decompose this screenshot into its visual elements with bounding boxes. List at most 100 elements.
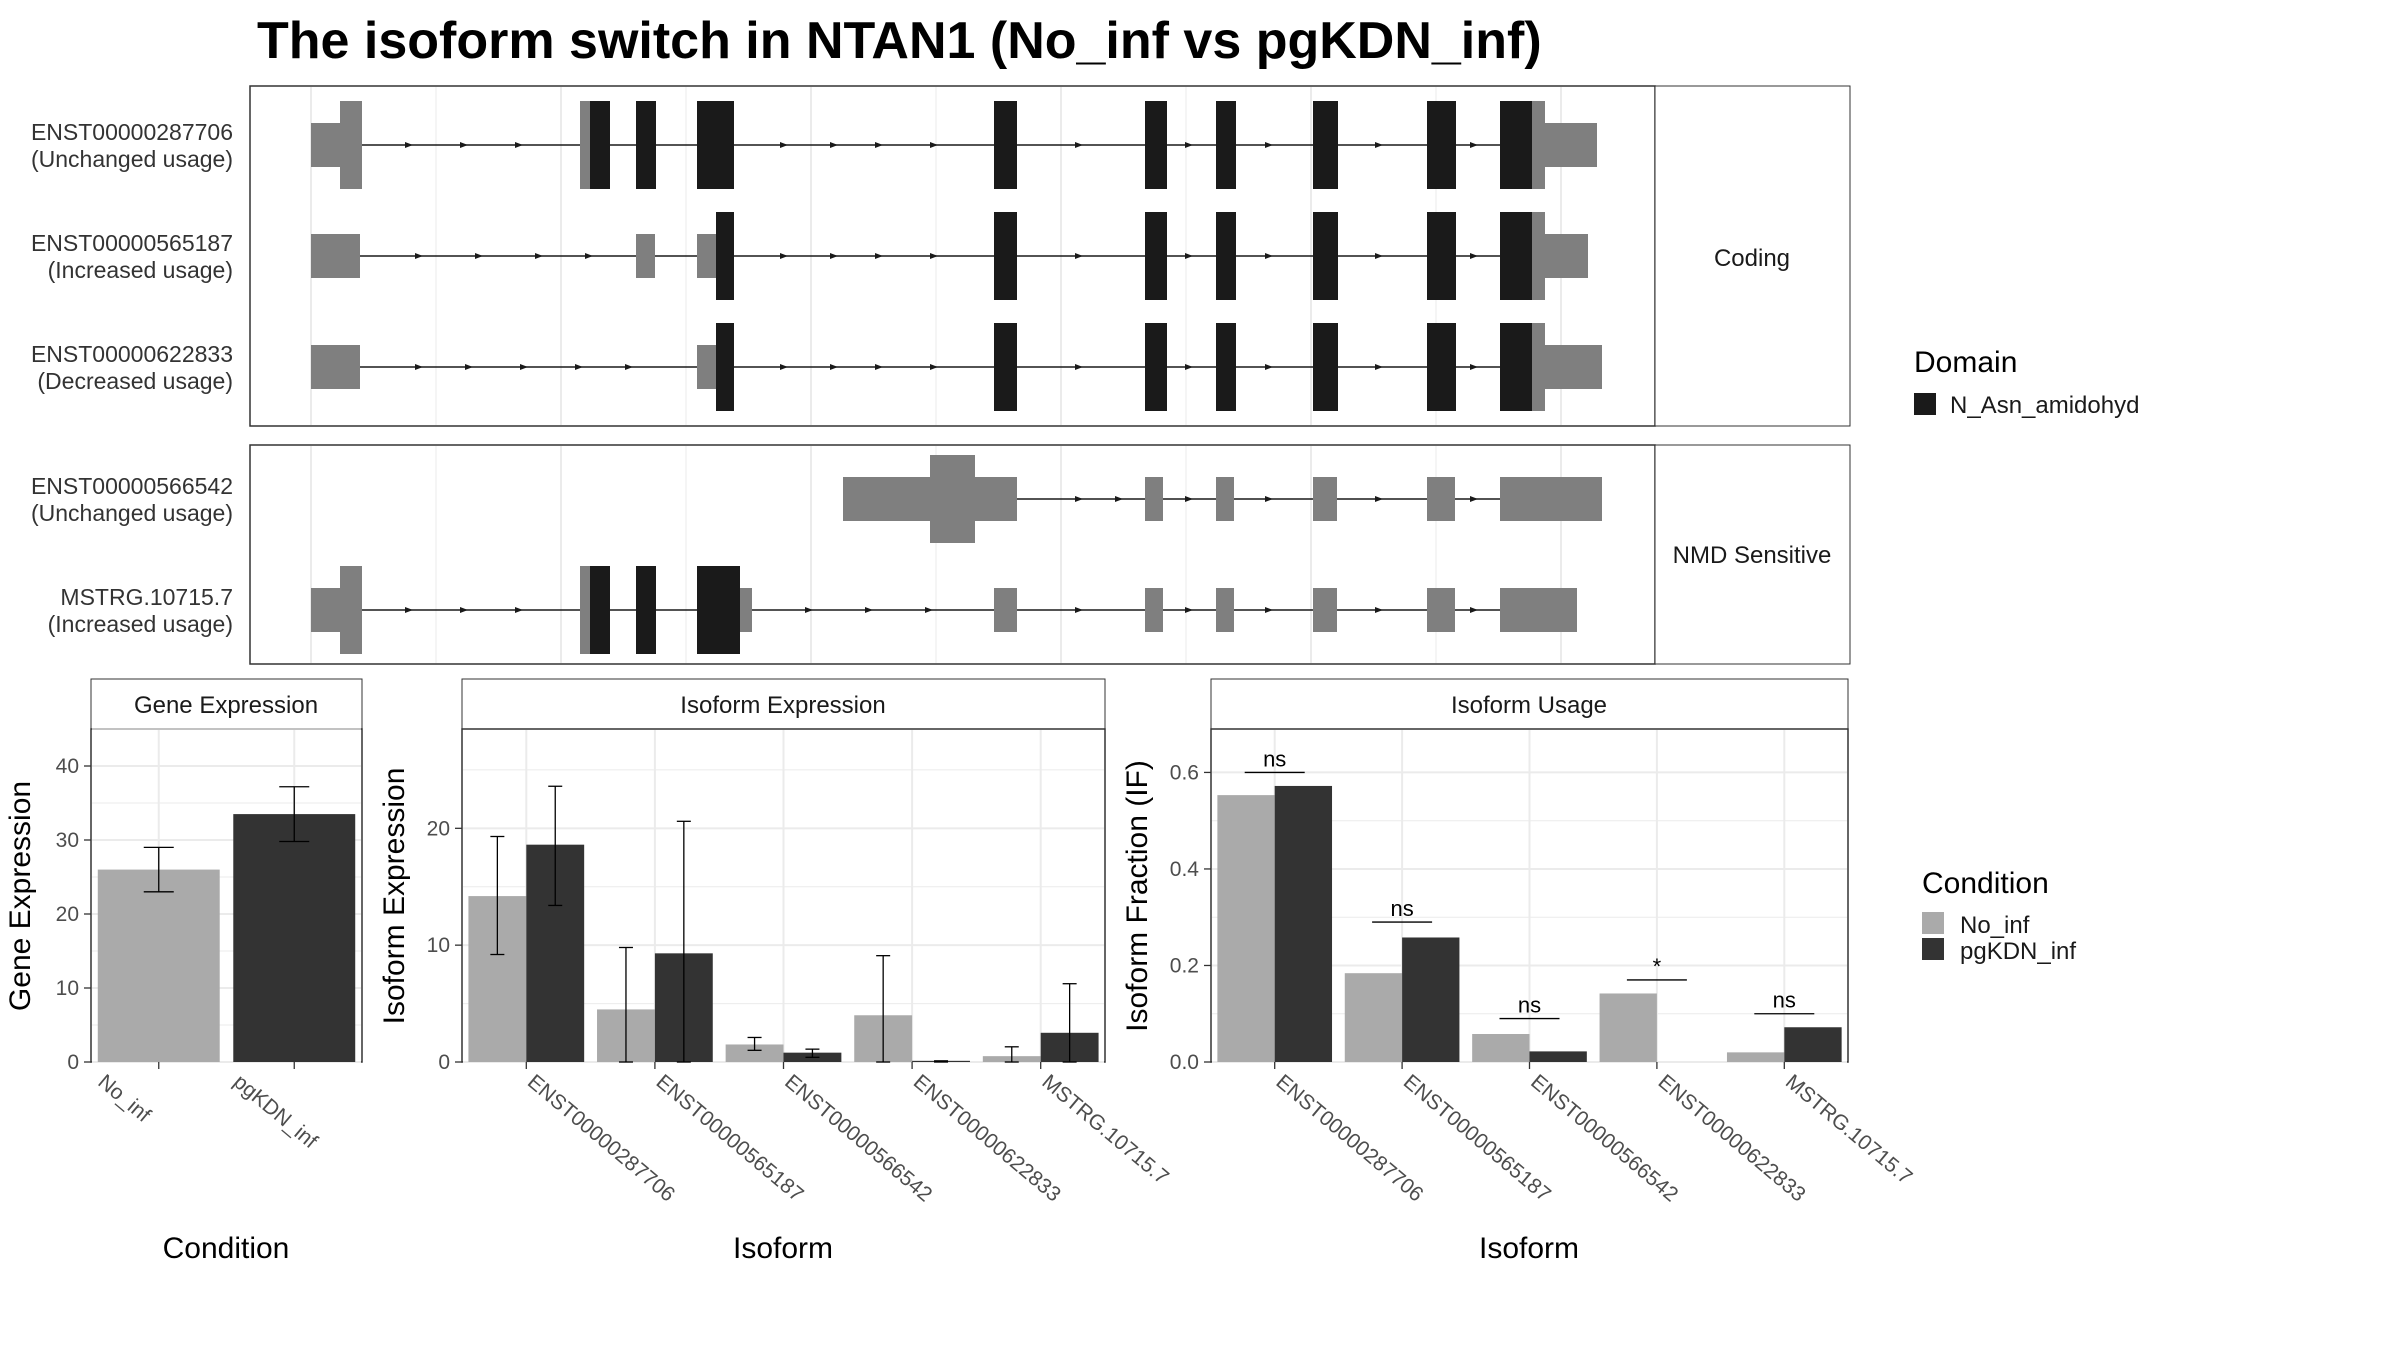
exon bbox=[1500, 477, 1602, 521]
strand-arrow bbox=[405, 607, 413, 613]
exon bbox=[1500, 588, 1577, 632]
nmd-strip bbox=[1654, 444, 1851, 665]
y-tick-label: 10 bbox=[56, 977, 79, 1000]
exon bbox=[340, 101, 362, 189]
isoform-usage-strip-label: Isoform Usage bbox=[1451, 692, 1607, 719]
exon bbox=[1216, 588, 1234, 632]
domain-segment bbox=[1145, 101, 1167, 189]
transcript-usage-label: (Decreased usage) bbox=[37, 368, 233, 394]
strand-arrow bbox=[1075, 364, 1083, 370]
y-tick-label: 0 bbox=[438, 1051, 450, 1074]
strand-arrow bbox=[1470, 142, 1478, 148]
strand-arrow bbox=[1265, 142, 1273, 148]
strand-arrow bbox=[875, 253, 883, 259]
domain-segment bbox=[994, 212, 1017, 300]
exon bbox=[311, 345, 360, 389]
strand-arrow bbox=[415, 253, 423, 259]
exon bbox=[697, 345, 716, 389]
y-tick-label: 20 bbox=[56, 903, 79, 926]
strand-arrow bbox=[1265, 607, 1273, 613]
bar bbox=[1529, 1051, 1587, 1062]
legend-swatch-domain bbox=[1914, 393, 1936, 415]
domain-segment bbox=[994, 101, 1017, 189]
strand-arrow bbox=[830, 253, 838, 259]
domain-segment bbox=[1500, 101, 1532, 189]
domain-segment bbox=[1216, 101, 1236, 189]
exon bbox=[930, 455, 975, 543]
isoform-expression-strip-label: Isoform Expression bbox=[680, 692, 885, 719]
strand-arrow bbox=[1375, 364, 1383, 370]
strand-arrow bbox=[1375, 496, 1383, 502]
condition-legend-title: Condition bbox=[1922, 867, 2049, 900]
x-axis-title: Isoform bbox=[733, 1232, 833, 1265]
strand-arrow bbox=[1185, 253, 1193, 259]
exon bbox=[975, 477, 1017, 521]
significance-label: ns bbox=[1518, 993, 1541, 1018]
domain-segment bbox=[1427, 323, 1456, 411]
strand-arrow bbox=[1375, 142, 1383, 148]
exon bbox=[636, 234, 655, 278]
y-tick-label: 0.6 bbox=[1170, 761, 1199, 784]
strand-arrow bbox=[1185, 496, 1193, 502]
strand-arrow bbox=[405, 142, 413, 148]
exon bbox=[1427, 477, 1455, 521]
bar bbox=[1402, 937, 1460, 1062]
isoform-expression-panel: Isoform Expression 01020ENST00000287706E… bbox=[378, 678, 1173, 1265]
strand-arrow bbox=[1075, 142, 1083, 148]
domain-legend: Domain N_Asn_amidohyd bbox=[1914, 346, 2139, 419]
domain-segment bbox=[1313, 323, 1338, 411]
y-tick-label: 40 bbox=[56, 755, 79, 778]
strand-arrow bbox=[930, 364, 938, 370]
isoform-structure-panel: Coding NMD Sensitive ENST00000287706 (Un… bbox=[31, 85, 1851, 665]
transcript-model bbox=[311, 566, 1577, 654]
exon bbox=[1427, 588, 1455, 632]
bar bbox=[1217, 795, 1275, 1062]
domain-segment bbox=[1216, 212, 1236, 300]
significance-label: ns bbox=[1263, 746, 1286, 771]
transcript-labels: ENST00000287706 (Unchanged usage) ENST00… bbox=[31, 119, 233, 637]
exon bbox=[1313, 588, 1337, 632]
transcript-model bbox=[843, 455, 1602, 543]
strand-arrow bbox=[1470, 364, 1478, 370]
gene-expression-strip-label: Gene Expression bbox=[134, 692, 318, 719]
x-tick-label: pgKDN_inf bbox=[229, 1070, 322, 1153]
exon bbox=[311, 234, 360, 278]
strand-arrow bbox=[465, 364, 473, 370]
bar bbox=[1274, 785, 1333, 1062]
nmd-strip-label: NMD Sensitive bbox=[1673, 542, 1832, 569]
gene-expression-panel: Gene Expression 0 10 20 30 40 No_inf pgKDN_inf… bbox=[4, 678, 363, 1265]
strand-arrow bbox=[1265, 253, 1273, 259]
transcript-id-label: ENST00000566542 bbox=[31, 473, 233, 499]
strand-arrow bbox=[515, 607, 523, 613]
y-tick-label: 0.4 bbox=[1170, 858, 1200, 881]
bar bbox=[233, 814, 356, 1062]
coding-strip bbox=[1654, 85, 1851, 427]
legend-swatch-no-inf bbox=[1922, 912, 1944, 934]
transcript-models bbox=[311, 101, 1602, 654]
strand-arrow bbox=[1075, 607, 1083, 613]
isoform-usage-strip bbox=[1210, 678, 1849, 730]
strand-arrow bbox=[1375, 253, 1383, 259]
exon bbox=[994, 588, 1017, 632]
transcript-usage-label: (Increased usage) bbox=[48, 257, 233, 283]
bar bbox=[97, 869, 220, 1062]
isoform-usage-panel: Isoform Usage nsnsns*ns0.00.20.40.6ENST0… bbox=[1121, 678, 1917, 1265]
strand-arrow bbox=[1185, 607, 1193, 613]
domain-segment bbox=[636, 101, 656, 189]
strand-arrow bbox=[780, 364, 788, 370]
strand-arrow bbox=[575, 364, 583, 370]
strand-arrow bbox=[460, 142, 468, 148]
exon bbox=[843, 477, 930, 521]
y-tick-label: 30 bbox=[56, 829, 79, 852]
domain-legend-title: Domain bbox=[1914, 346, 2017, 379]
transcript-id-label: MSTRG.10715.7 bbox=[60, 584, 233, 610]
domain-segment bbox=[636, 566, 656, 654]
exon bbox=[580, 101, 590, 189]
strand-arrow bbox=[585, 253, 593, 259]
x-axis-title: Isoform bbox=[1479, 1232, 1579, 1265]
x-axis-title: Condition bbox=[163, 1232, 290, 1265]
exon bbox=[1145, 477, 1163, 521]
condition-legend: Condition No_inf pgKDN_inf bbox=[1922, 867, 2076, 965]
strand-arrow bbox=[1265, 496, 1273, 502]
